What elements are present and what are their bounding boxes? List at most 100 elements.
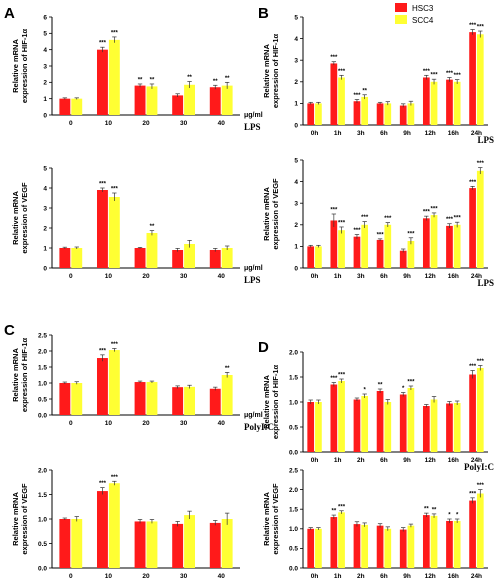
y-tick-label: 0.0 bbox=[38, 565, 47, 572]
significance-label: *** bbox=[353, 93, 361, 99]
bar-scc4 bbox=[71, 248, 83, 268]
y-axis-label: Relative mRNA bbox=[262, 492, 271, 546]
significance-label: *** bbox=[477, 359, 485, 365]
bar-hsc3 bbox=[96, 491, 108, 568]
bar-hsc3 bbox=[172, 387, 184, 415]
y-tick-label: 1 bbox=[294, 101, 298, 108]
significance-label: *** bbox=[353, 228, 361, 234]
x-tick-label: 16h bbox=[448, 457, 459, 464]
x-tick-label: 10 bbox=[105, 420, 113, 427]
bar-hsc3 bbox=[422, 515, 430, 568]
bar-hsc3 bbox=[209, 388, 221, 415]
significance-label: *** bbox=[446, 71, 454, 77]
significance-label: *** bbox=[330, 208, 338, 214]
significance-label: *** bbox=[423, 210, 431, 216]
x-tick-label: 6h bbox=[380, 573, 388, 578]
significance-label: *** bbox=[330, 55, 338, 61]
bar-scc4 bbox=[407, 388, 415, 452]
significance-label: *** bbox=[330, 376, 338, 382]
y-axis-label: expression of HIF-1α bbox=[20, 338, 29, 413]
bar-scc4 bbox=[338, 512, 345, 568]
x-tick-label: 6h bbox=[380, 273, 388, 280]
y-tick-label: 2.0 bbox=[289, 349, 298, 356]
bar-hsc3 bbox=[330, 517, 338, 568]
significance-label: ** bbox=[138, 77, 143, 83]
y-tick-label: 2 bbox=[43, 80, 47, 87]
y-tick-label: 1.0 bbox=[38, 380, 47, 387]
bar-scc4 bbox=[384, 402, 392, 452]
bar-scc4 bbox=[184, 84, 196, 115]
significance-label: *** bbox=[99, 481, 107, 487]
y-tick-label: 5 bbox=[43, 165, 47, 172]
bar-hsc3 bbox=[446, 79, 453, 125]
x-tick-label: 1h bbox=[334, 573, 342, 578]
bar-hsc3 bbox=[399, 250, 407, 268]
bar-hsc3 bbox=[399, 105, 407, 125]
x-tick-label: 1h bbox=[334, 457, 342, 464]
y-axis-title: Relative mRNA expression of VEGF bbox=[262, 178, 280, 250]
bar-scc4 bbox=[453, 520, 461, 568]
y-tick-label: 3 bbox=[294, 58, 298, 65]
y-tick-label: 1.0 bbox=[289, 526, 298, 533]
bar-scc4 bbox=[407, 103, 415, 125]
bar-scc4 bbox=[453, 224, 461, 268]
significance-label: ** bbox=[432, 507, 437, 513]
y-axis-title: Relative mRNA expression of VEGF bbox=[11, 483, 29, 555]
bar-hsc3 bbox=[469, 374, 476, 452]
significance-label: ** bbox=[225, 76, 230, 82]
y-axis-label: expression of VEGF bbox=[271, 178, 280, 250]
bar-hsc3 bbox=[399, 529, 407, 568]
y-tick-label: 0.5 bbox=[38, 396, 47, 403]
bar-scc4 bbox=[221, 519, 233, 568]
bar-hsc3 bbox=[172, 523, 184, 568]
y-tick-label: 1.0 bbox=[289, 399, 298, 406]
significance-label: *** bbox=[469, 491, 477, 497]
agent-label: LPS bbox=[477, 278, 494, 288]
bar-hsc3 bbox=[376, 525, 384, 568]
significance-label: *** bbox=[338, 69, 346, 75]
bar-scc4 bbox=[108, 39, 120, 115]
significance-label: *** bbox=[99, 348, 107, 354]
y-tick-label: 2.0 bbox=[289, 487, 298, 494]
y-tick-label: 1.5 bbox=[289, 507, 298, 514]
significance-label: *** bbox=[111, 187, 119, 193]
bar-hsc3 bbox=[59, 383, 71, 415]
significance-label: *** bbox=[454, 73, 462, 79]
bar-scc4 bbox=[315, 402, 322, 452]
agent-label: LPS bbox=[244, 122, 261, 132]
bar-scc4 bbox=[71, 98, 83, 115]
significance-label: *** bbox=[423, 69, 431, 75]
chart-panel-b1: B 0 1 2 3 4 5 Relative mRNA expression of HIF-1α… bbox=[258, 5, 494, 145]
x-tick-label: 10 bbox=[105, 273, 113, 280]
bar-scc4 bbox=[338, 230, 345, 268]
significance-label: *** bbox=[477, 483, 485, 489]
y-axis-title: Relative mRNA expression of HIF-1α bbox=[262, 365, 280, 440]
x-tick-label: 40 bbox=[218, 273, 226, 280]
y-tick-label: 1.5 bbox=[38, 364, 47, 371]
x-tick-label: 0 bbox=[69, 573, 73, 578]
bar-hsc3 bbox=[307, 103, 315, 125]
y-tick-label: 1.5 bbox=[289, 374, 298, 381]
bar-hsc3 bbox=[469, 500, 476, 568]
agent-label: PolyI:C bbox=[464, 462, 494, 472]
y-axis-label: expression of VEGF bbox=[20, 182, 29, 254]
significance-label: *** bbox=[99, 182, 107, 188]
y-tick-label: 0.5 bbox=[38, 541, 47, 548]
y-axis-title: Relative mRNA expression of VEGF bbox=[11, 182, 29, 254]
x-tick-label: 40 bbox=[218, 420, 226, 427]
y-tick-label: 5 bbox=[294, 157, 298, 164]
bar-scc4 bbox=[361, 524, 369, 568]
bar-hsc3 bbox=[209, 522, 221, 568]
significance-label: ** bbox=[150, 224, 155, 230]
bar-hsc3 bbox=[422, 406, 430, 452]
x-tick-label: 40 bbox=[218, 120, 226, 127]
agent-label: PolyI:C bbox=[244, 422, 274, 432]
bar-scc4 bbox=[184, 244, 196, 268]
significance-label: *** bbox=[431, 206, 439, 212]
bar-scc4 bbox=[430, 399, 438, 452]
y-tick-label: 1 bbox=[43, 245, 47, 252]
bar-hsc3 bbox=[134, 382, 146, 415]
significance-label: *** bbox=[477, 25, 485, 31]
